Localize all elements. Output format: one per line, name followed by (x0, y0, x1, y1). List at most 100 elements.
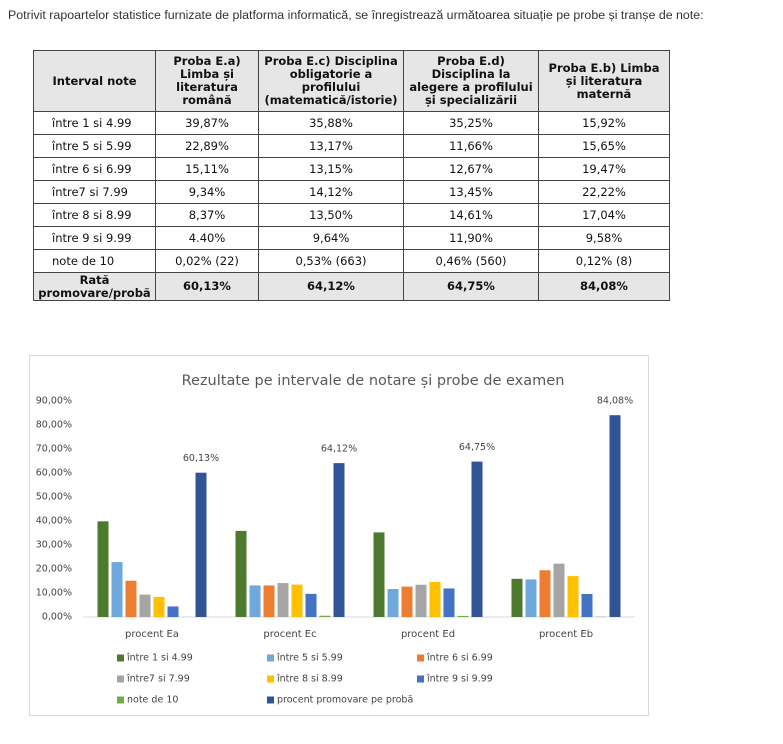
bar (153, 596, 165, 617)
bar (139, 594, 151, 617)
x-tick-label: procent Ec (263, 629, 316, 640)
cell: 13,17% (258, 134, 404, 158)
header-cell: Proba E.d) Disciplina la alegere a profi… (403, 50, 539, 112)
row-label: între 9 si 9.99 (33, 226, 156, 250)
bar (525, 579, 537, 617)
grade-table: Interval note Proba E.a) Limba și literat… (33, 50, 670, 301)
row-label: între 5 si 5.99 (33, 134, 156, 158)
bar (539, 570, 551, 617)
row-label: între7 si 7.99 (33, 180, 156, 204)
row-label: Rată promovare/probă (33, 272, 156, 301)
legend-swatch (117, 675, 124, 683)
header-cell: Proba E.a) Limba și literatura română (155, 50, 259, 112)
header-row: Interval note Proba E.a) Limba și literat… (33, 50, 670, 112)
chart-title: Rezultate pe intervale de notare și prob… (182, 373, 565, 389)
cell: 11,90% (403, 226, 539, 250)
table-row: între7 si 7.99 9,34% 14,12% 13,45% 22,22% (33, 180, 670, 204)
legend-label: între 6 si 6.99 (426, 653, 493, 664)
bar (553, 563, 565, 617)
legend-swatch (117, 696, 124, 704)
x-tick-label: procent Ed (401, 629, 455, 640)
bar (235, 530, 247, 617)
intro-text: Potrivit rapoartelor statistice furnizat… (8, 8, 704, 22)
y-tick-label: 40,00% (36, 516, 72, 527)
legend-swatch (417, 675, 424, 683)
y-tick-label: 70,00% (36, 444, 72, 455)
cell: 19,47% (538, 157, 670, 181)
y-tick-label: 60,00% (36, 468, 72, 479)
legend-label: procent promovare pe probă (277, 695, 413, 706)
legend-swatch (267, 675, 274, 683)
cell: 9,64% (258, 226, 404, 250)
legend-swatch (117, 654, 124, 662)
legend-label: între7 si 7.99 (126, 674, 190, 685)
bar (415, 584, 427, 617)
value-label: 60,13% (183, 453, 219, 464)
table-row: între 1 si 4.99 39,87% 35,88% 35,25% 15,92% (33, 111, 670, 135)
cell: 9,58% (538, 226, 670, 250)
table-row: între 9 si 9.99 4.40% 9,64% 11,90% 9,58% (33, 226, 670, 250)
cell: 17,04% (538, 203, 670, 227)
bar (195, 472, 207, 617)
bar (291, 584, 303, 617)
cell: 84,08% (538, 272, 670, 301)
bar (387, 589, 399, 617)
bar (567, 576, 579, 617)
cell: 0,02% (22) (155, 249, 259, 273)
y-tick-label: 50,00% (36, 492, 72, 503)
legend-swatch (417, 654, 424, 662)
table-row: Rată promovare/probă 60,13% 64,12% 64,75% 84… (33, 272, 670, 301)
cell: 11,66% (403, 134, 539, 158)
legend-swatch (267, 696, 274, 704)
row-label: între 1 si 4.99 (33, 111, 156, 135)
bar (305, 593, 317, 617)
legend-label: între 1 si 4.99 (126, 653, 193, 664)
cell: 0,46% (560) (403, 249, 539, 273)
table-row: între 8 si 8.99 8,37% 13,50% 14,61% 17,04% (33, 203, 670, 227)
cell: 60,13% (155, 272, 259, 301)
cell: 39,87% (155, 111, 259, 135)
bar (443, 588, 455, 617)
bar (319, 615, 331, 617)
header-cell: Proba E.b) Limba și literatura maternă (538, 50, 670, 112)
bar (511, 578, 523, 617)
x-tick-label: procent Eb (539, 629, 593, 640)
bar (373, 532, 385, 617)
value-label: 64,12% (321, 444, 357, 455)
table-row: între 5 si 5.99 22,89% 13,17% 11,66% 15,65% (33, 134, 670, 158)
y-tick-label: 30,00% (36, 540, 72, 551)
y-tick-label: 90,00% (36, 396, 72, 407)
header-cell: Proba E.c) Disciplina obligatorie a prof… (258, 50, 404, 112)
bar (429, 581, 441, 617)
cell: 64,12% (258, 272, 404, 301)
legend-label: între 8 si 8.99 (276, 674, 343, 685)
bar (401, 586, 413, 617)
legend-label: note de 10 (127, 695, 178, 706)
cell: 64,75% (403, 272, 539, 301)
bar (125, 580, 137, 617)
bar (263, 585, 275, 617)
legend-swatch (267, 654, 274, 662)
cell: 14,12% (258, 180, 404, 204)
y-tick-label: 20,00% (36, 564, 72, 575)
bar (111, 562, 123, 617)
row-label: între 6 si 6.99 (33, 157, 156, 181)
y-tick-label: 0,00% (42, 612, 72, 623)
cell: 22,22% (538, 180, 670, 204)
y-tick-label: 10,00% (36, 588, 72, 599)
legend-label: între 9 si 9.99 (426, 674, 493, 685)
x-tick-label: procent Ea (125, 629, 179, 640)
value-label: 64,75% (459, 442, 495, 453)
legend-label: între 5 si 5.99 (276, 653, 343, 664)
cell: 14,61% (403, 203, 539, 227)
bar (167, 606, 179, 617)
y-tick-label: 80,00% (36, 420, 72, 431)
bar (471, 461, 483, 617)
bar (333, 463, 345, 617)
cell: 8,37% (155, 203, 259, 227)
bar (97, 521, 109, 617)
value-label: 84,08% (597, 396, 633, 407)
bar (457, 615, 469, 617)
bar (609, 415, 621, 617)
